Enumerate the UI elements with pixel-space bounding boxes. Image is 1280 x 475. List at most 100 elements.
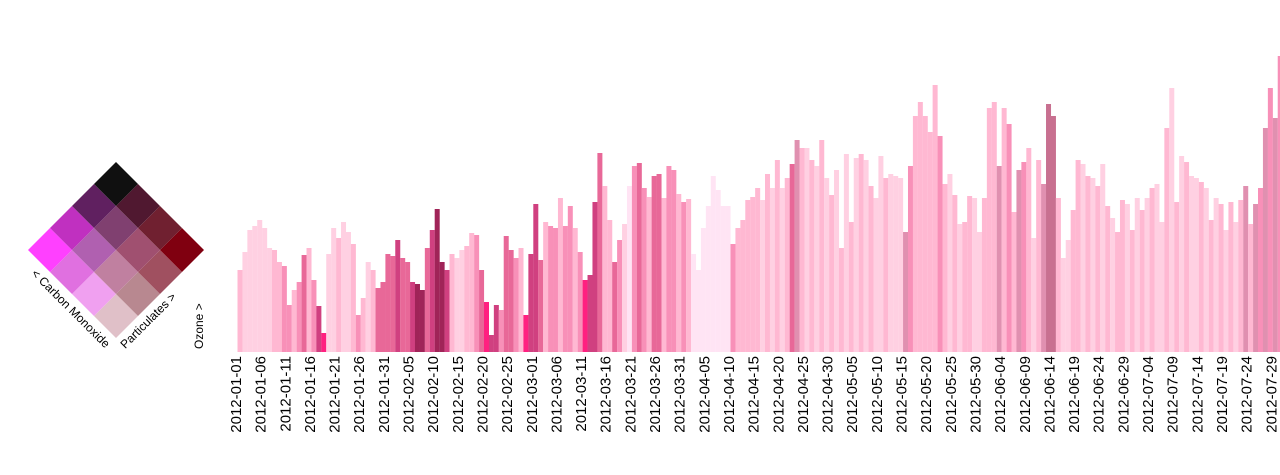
legend: < Carbon Monoxide Particulates > Ozone >: [28, 162, 206, 351]
bar: [922, 116, 928, 352]
bar: [1233, 222, 1239, 352]
bar: [755, 188, 761, 352]
bar: [1021, 162, 1027, 352]
bar: [572, 228, 578, 352]
bar: [326, 254, 332, 352]
x-tick-label: 2012-06-14: [1041, 356, 1058, 433]
bar: [720, 206, 726, 352]
bar: [888, 174, 894, 352]
x-tick-label: 2012-06-09: [1017, 356, 1034, 433]
bar: [301, 255, 307, 352]
x-tick-label: 2012-05-05: [844, 356, 861, 433]
bar: [863, 160, 869, 352]
bar: [577, 252, 583, 352]
bar: [858, 154, 864, 352]
bar: [1258, 188, 1264, 352]
bar: [286, 305, 292, 352]
bar: [725, 206, 731, 352]
bar: [484, 302, 489, 352]
bar: [538, 260, 544, 352]
bar: [1144, 198, 1150, 352]
bar: [1159, 222, 1165, 352]
bar: [626, 186, 632, 352]
bar: [1006, 124, 1012, 352]
bar: [1115, 232, 1121, 352]
bar: [917, 102, 923, 352]
bar: [444, 270, 450, 352]
bar: [1050, 116, 1056, 352]
bar: [262, 228, 268, 352]
x-tick-label: 2012-05-15: [894, 356, 911, 433]
bar: [449, 254, 455, 352]
bar: [829, 195, 835, 352]
bar: [750, 197, 756, 352]
bar: [311, 280, 317, 352]
x-tick-label: 2012-02-05: [401, 356, 418, 433]
bar: [631, 166, 637, 352]
bar: [912, 116, 918, 352]
bar: [878, 156, 884, 352]
bar: [853, 158, 859, 352]
x-tick-label: 2012-05-20: [918, 356, 935, 433]
x-tick-label: 2012-07-09: [1165, 356, 1182, 433]
bar: [1149, 188, 1155, 352]
bar: [666, 166, 672, 352]
bar: [873, 198, 879, 352]
bar: [1085, 176, 1091, 352]
x-tick-label: 2012-04-10: [721, 356, 738, 433]
bar: [1046, 104, 1052, 352]
bar: [390, 256, 396, 352]
x-tick-label: 2012-04-30: [820, 356, 837, 433]
bar: [1203, 188, 1209, 352]
bar: [824, 178, 830, 352]
bar: [488, 335, 494, 352]
bar: [1169, 88, 1175, 352]
bar: [543, 222, 549, 352]
bar: [784, 178, 790, 352]
x-tick-label: 2012-06-24: [1091, 356, 1108, 433]
bar: [740, 220, 746, 352]
bar: [774, 160, 780, 352]
x-tick-label: 2012-05-25: [943, 356, 960, 433]
x-tick-label: 2012-02-25: [499, 356, 516, 433]
bar: [686, 199, 692, 352]
bar: [1179, 156, 1185, 352]
bar: [582, 280, 588, 352]
bar: [602, 186, 608, 352]
bar: [893, 176, 899, 352]
bar: [834, 170, 840, 352]
bar: [1277, 56, 1280, 352]
x-tick-label: 2012-05-10: [869, 356, 886, 433]
x-tick-label: 2012-03-26: [647, 356, 664, 433]
bar: [1026, 148, 1032, 352]
bar: [1060, 258, 1066, 352]
bar: [395, 240, 401, 352]
bar: [1193, 178, 1199, 352]
bar: [513, 258, 519, 352]
bar: [932, 85, 938, 352]
bar: [607, 220, 613, 352]
bar: [981, 198, 987, 352]
bar: [1055, 198, 1061, 352]
bar: [1174, 202, 1180, 352]
x-tick-label: 2012-02-10: [425, 356, 442, 433]
bar: [1198, 182, 1204, 352]
x-tick-label: 2012-06-19: [1066, 356, 1083, 433]
bar: [454, 258, 460, 352]
bar: [1213, 198, 1219, 352]
bar: [972, 198, 978, 352]
bar: [1184, 162, 1190, 352]
bar: [735, 228, 741, 352]
bar: [464, 246, 470, 352]
bar: [794, 140, 800, 352]
x-tick-label: 2012-07-29: [1263, 356, 1280, 433]
bar: [597, 153, 603, 352]
bar: [434, 209, 440, 352]
bar: [1208, 220, 1214, 352]
bar: [1164, 128, 1170, 352]
x-tick-label: 2012-03-16: [598, 356, 615, 433]
bar: [898, 178, 904, 352]
bar: [316, 306, 322, 352]
bar: [622, 224, 628, 352]
